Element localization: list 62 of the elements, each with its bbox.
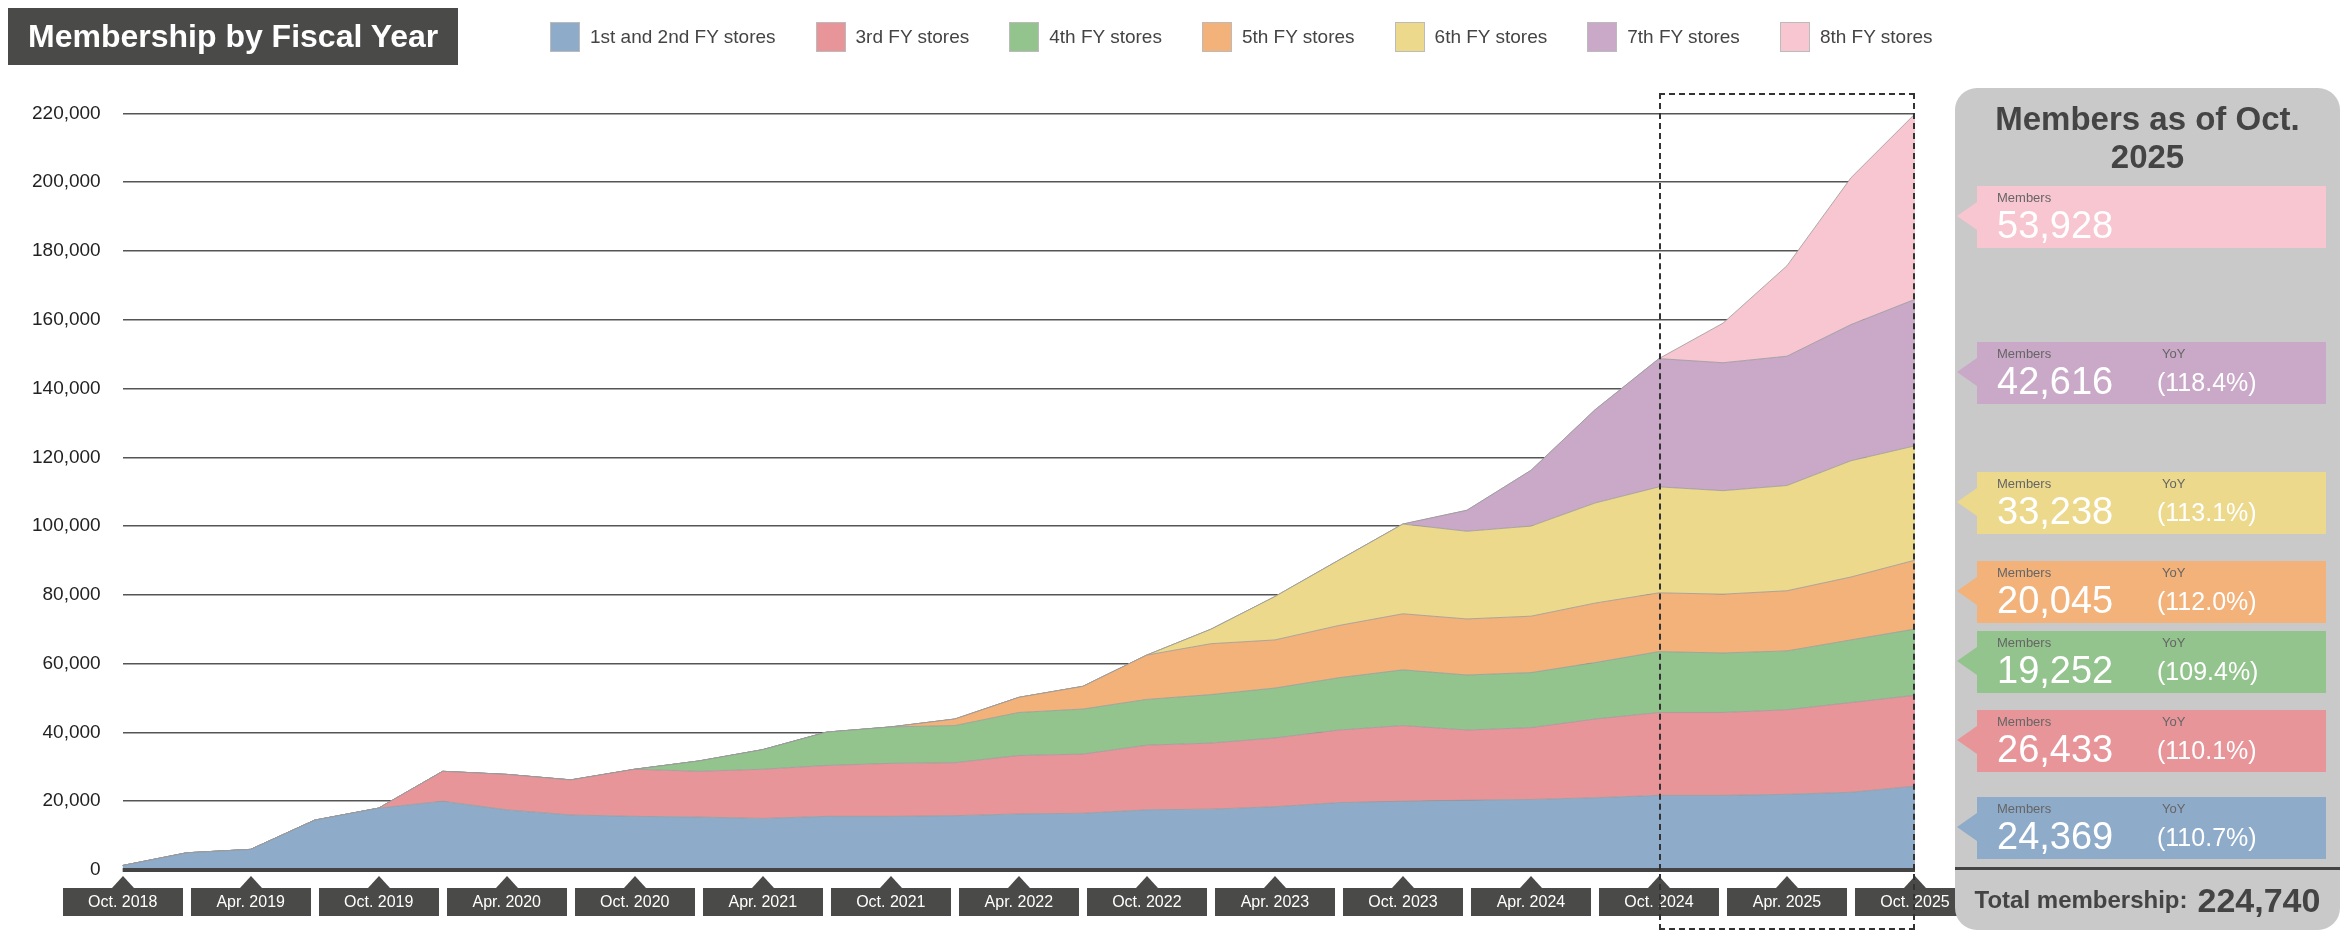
x-tick-label: Oct. 2025 <box>1855 888 1975 916</box>
text: Members as of Oct. 2025 <box>1994 100 2301 176</box>
y-tick-label: 60,000 <box>42 651 101 673</box>
x-tick-label: Apr. 2025 <box>1726 888 1847 916</box>
text: YoY <box>2162 713 2186 729</box>
y-tick-label: 220,000 <box>31 101 101 123</box>
x-tick-label: Oct. 2021 <box>830 888 951 916</box>
text: 19,252 <box>1997 649 2114 693</box>
x-tick-label: Oct. 2022 <box>1086 888 1207 916</box>
text: 20,045 <box>1997 579 2114 623</box>
text: (113.1%) <box>2157 497 2257 527</box>
text: 53,928 <box>1997 204 2114 247</box>
x-tick-label: Apr. 2024 <box>1470 888 1591 916</box>
legend-label: 8th FY stores <box>1819 26 1933 48</box>
legend-label: 4th FY stores <box>1049 26 1162 48</box>
x-tick-label: Apr. 2023 <box>1214 888 1335 916</box>
text: YoY <box>2162 801 2186 817</box>
legend-label: 5th FY stores <box>1241 26 1355 48</box>
text: 33,238 <box>1997 489 2114 533</box>
text: 42,616 <box>1997 359 2114 403</box>
text: Total membership: 224,740 <box>1955 867 2340 930</box>
text: YoY <box>2162 635 2186 651</box>
text: Members <box>1997 345 2052 361</box>
text: (110.1%) <box>2157 735 2257 765</box>
y-tick-label: 0 <box>90 858 101 880</box>
y-tick-label: 20,000 <box>42 789 101 811</box>
text: 26,433 <box>1997 727 2114 771</box>
text: (110.7%) <box>2157 823 2257 853</box>
text: (109.4%) <box>2157 657 2259 687</box>
x-tick-label: Oct. 2019 <box>318 888 439 916</box>
text: YoY <box>2162 565 2186 581</box>
y-tick-label: 160,000 <box>31 307 101 329</box>
y-tick-label: 120,000 <box>31 445 101 467</box>
y-tick-label: 80,000 <box>42 583 101 605</box>
x-tick-label: Apr. 2020 <box>446 888 567 916</box>
x-tick-label: Apr. 2019 <box>190 888 311 916</box>
text: (112.0%) <box>2157 587 2257 617</box>
legend-label: 7th FY stores <box>1627 26 1740 48</box>
legend-label: 6th FY stores <box>1434 26 1548 48</box>
x-tick-label: Apr. 2022 <box>958 888 1079 916</box>
text: YoY <box>2162 475 2186 491</box>
x-tick-label: Apr. 2021 <box>702 888 823 916</box>
text: YoY <box>2162 345 2186 361</box>
y-tick-label: 40,000 <box>42 720 101 742</box>
y-tick-label: 100,000 <box>31 514 101 536</box>
y-tick-label: 180,000 <box>31 239 101 261</box>
text: Members <box>1997 635 2052 651</box>
text: Members <box>1997 801 2052 817</box>
y-tick-label: 200,000 <box>31 170 101 192</box>
text: Members <box>1997 713 2052 729</box>
chart-title: Membership by Fiscal Year <box>8 8 459 65</box>
text: (118.4%) <box>2157 367 2257 397</box>
y-tick-label: 140,000 <box>31 376 101 398</box>
legend-label: 1st and 2nd FY stores <box>590 26 776 48</box>
x-tick-label: Oct. 2018 <box>62 888 183 916</box>
legend-label: 3rd FY stores <box>855 26 970 48</box>
text: Members <box>1997 565 2052 581</box>
text: Members <box>1997 190 2052 205</box>
text: Members <box>1997 475 2052 491</box>
text: 24,369 <box>1997 815 2114 859</box>
x-tick-label: Oct. 2020 <box>574 888 695 916</box>
x-tick-label: Oct. 2023 <box>1342 888 1463 916</box>
